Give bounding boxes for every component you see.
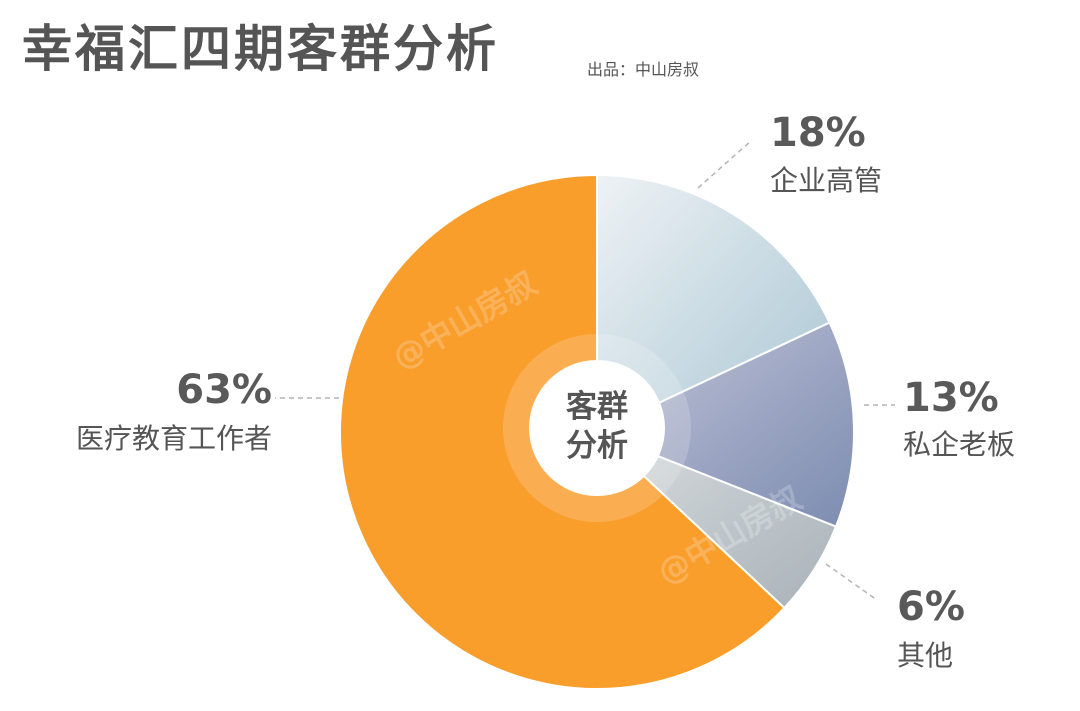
source-credit: 出品：中山房叔 <box>587 60 700 79</box>
pie-slice-private-owners <box>594 321 855 528</box>
data-label-private-owners-percent: 13% <box>903 375 999 421</box>
leader-line-other <box>825 563 878 601</box>
data-label-executives-percent: 18% <box>770 110 866 156</box>
data-label-medical-education-name: 医疗教育工作者 <box>76 422 272 455</box>
data-label-executives-name: 企业高管 <box>770 164 882 197</box>
center-label-line-1: 客群 <box>566 389 628 425</box>
data-label-other-name: 其他 <box>897 639 953 672</box>
data-label-medical-education-percent: 63% <box>176 367 272 413</box>
center-label-line-2: 分析 <box>566 428 628 464</box>
data-label-other-percent: 6% <box>897 584 965 630</box>
center-label: 客群 分析 <box>503 334 691 522</box>
leader-line-executives <box>697 139 753 189</box>
data-label-private-owners-name: 私企老板 <box>903 428 1015 461</box>
center-circle <box>529 360 665 496</box>
page-title: 幸福汇四期客群分析 <box>22 20 499 78</box>
pie-slice-executives <box>596 173 831 434</box>
